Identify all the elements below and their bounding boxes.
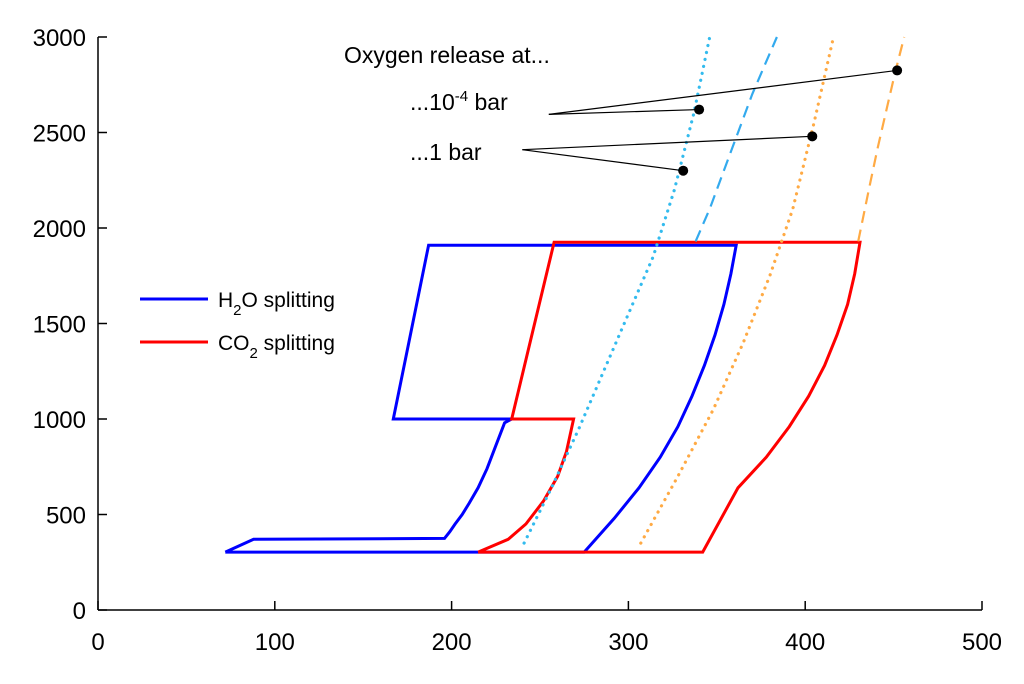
x-tick-label: 200 bbox=[432, 629, 472, 656]
legend-item-h2o: H2O splitting bbox=[140, 289, 335, 319]
legend-item-co2: CO2 splitting bbox=[140, 332, 335, 362]
release-point-marker bbox=[678, 165, 689, 176]
axes: 0 100 200 300 400 500 0 500 1000 1500 2000 2500 300… bbox=[33, 25, 1002, 656]
annotation-high-pressure: ...1 bar bbox=[410, 139, 482, 165]
release-point-marker bbox=[807, 131, 818, 142]
x-tick-label: 400 bbox=[785, 629, 825, 656]
legend-label-co2: CO2 splitting bbox=[218, 332, 335, 362]
x-tick-label: 100 bbox=[255, 629, 295, 656]
leader-line bbox=[522, 135, 813, 151]
y-tick-label: 3000 bbox=[33, 25, 86, 52]
y-tick-label: 2000 bbox=[33, 216, 86, 243]
release-point-marker bbox=[694, 104, 705, 115]
annotation-header: Oxygen release at... bbox=[344, 42, 550, 68]
legend-h2o-rest: O splitting bbox=[242, 289, 335, 312]
legend-h2o-sub: 2 bbox=[233, 302, 241, 319]
legend-label-h2o: H2O splitting bbox=[218, 289, 335, 319]
x-tick-label: 500 bbox=[962, 629, 1002, 656]
y-tick-label: 2500 bbox=[33, 121, 86, 148]
annotation-low-suffix: bar bbox=[468, 89, 508, 115]
legend-co2-main: CO bbox=[218, 332, 250, 355]
leader-lines bbox=[522, 69, 898, 172]
leader-line bbox=[548, 108, 700, 115]
release-point-marker bbox=[892, 65, 903, 76]
equilibrium-curve-2 bbox=[522, 35, 712, 545]
series-line-co2 bbox=[477, 240, 862, 554]
x-ticks: 0 100 200 300 400 500 bbox=[91, 601, 1002, 656]
equilibrium-curve-3 bbox=[694, 36, 778, 242]
y-tick-label: 500 bbox=[46, 503, 86, 530]
equilibrium-curve-4 bbox=[639, 35, 836, 545]
leader-line bbox=[548, 69, 898, 115]
legend-h2o-main: H bbox=[218, 289, 233, 312]
annotation-low-exponent: -4 bbox=[455, 88, 468, 105]
legend: H2O splitting CO2 splitting bbox=[140, 289, 335, 362]
annotations: Oxygen release at... ...10-4 bar ...1 ba… bbox=[344, 42, 550, 165]
y-ticks: 0 500 1000 1500 2000 2500 3000 bbox=[33, 25, 107, 625]
legend-co2-sub: 2 bbox=[250, 345, 258, 362]
leader-line bbox=[522, 149, 684, 172]
y-tick-label: 0 bbox=[73, 598, 86, 625]
annotation-low-prefix: ...10 bbox=[410, 89, 455, 115]
legend-co2-rest: splitting bbox=[258, 332, 335, 355]
y-tick-label: 1000 bbox=[33, 407, 86, 434]
x-tick-label: 300 bbox=[608, 629, 648, 656]
markers bbox=[678, 65, 903, 176]
x-tick-label: 0 bbox=[91, 629, 104, 656]
series-line-h2o bbox=[224, 243, 739, 554]
annotation-low-pressure: ...10-4 bar bbox=[410, 88, 508, 115]
y-tick-label: 1500 bbox=[33, 312, 86, 339]
